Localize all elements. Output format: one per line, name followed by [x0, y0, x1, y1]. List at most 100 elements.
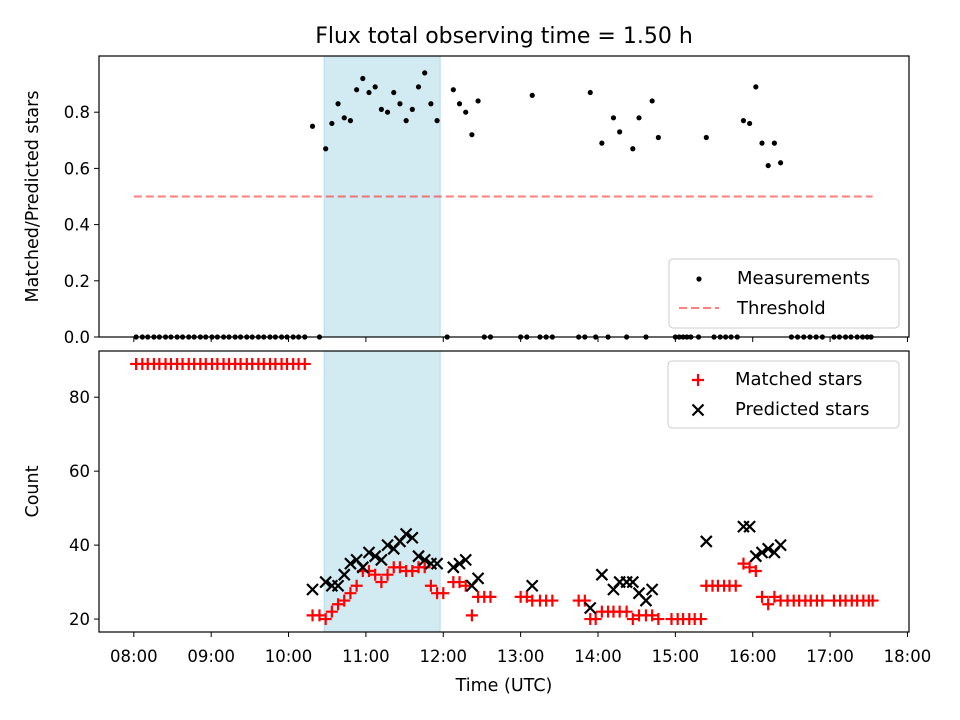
matched-star-point [459, 579, 472, 592]
predicted-stars-series [306, 520, 787, 615]
matched-star-point [652, 613, 665, 626]
count-panel: 20 40 60 80 08:00 09:00 10:00 11:00 12:00 13:00 1… [23, 350, 931, 696]
count-y-ticks: 20 40 60 80 [69, 388, 99, 629]
ratio-panel-frame [98, 55, 910, 338]
matched-star-point [589, 613, 602, 626]
matched-star-point [578, 594, 591, 607]
matched-star-point [338, 594, 351, 607]
x-axis-label: Time (UTC) [455, 676, 553, 696]
matched-star-point [453, 576, 466, 589]
measurement-point [753, 84, 759, 90]
measurement-point [434, 118, 440, 124]
x-tick-label: 16:00 [729, 647, 777, 666]
measurement-point [703, 134, 709, 141]
matched-star-point [646, 609, 659, 622]
measurement-point [475, 98, 481, 104]
predicted-star-point [368, 549, 382, 563]
chart-title: Flux total observing time = 1.50 h [315, 24, 693, 49]
x-tick-label: 11:00 [342, 647, 390, 666]
predicted-star-point [319, 575, 332, 589]
matched-star-point [866, 594, 879, 607]
matched-star-point [298, 357, 311, 370]
predicted-star-point [525, 579, 539, 593]
measurement-point [347, 118, 354, 124]
predicted-star-point [774, 538, 787, 552]
y-tick-label: 0.0 [64, 328, 90, 347]
matched-star-point [626, 613, 639, 626]
matched-star-point [465, 609, 478, 622]
matched-star-point [743, 561, 756, 574]
predicted-star-point [375, 553, 388, 567]
predicted-star-point [749, 549, 763, 563]
measurement-point [329, 120, 335, 127]
predicted-star-point [356, 561, 370, 574]
measurement-point [610, 115, 617, 121]
measurement-point [372, 84, 378, 90]
matched-star-point [319, 613, 332, 626]
legend-threshold-label: Threshold [736, 298, 826, 319]
count-x-ticks: 08:00 09:00 10:00 11:00 12:00 13:00 14:00 15:00… [110, 632, 931, 666]
ratio-x-ticks [133, 337, 908, 342]
measurement-point [384, 109, 391, 115]
measurement-point [341, 115, 347, 121]
measurement-point [409, 106, 415, 112]
matched-star-point [424, 579, 437, 592]
legend-measurements-label: Measurements [737, 268, 870, 289]
y-tick-label: 60 [69, 462, 90, 481]
predicted-star-point [344, 557, 357, 570]
count-legend: Matched stars Predicted stars [667, 360, 900, 429]
matched-star-point [332, 598, 345, 611]
measurement-point [636, 115, 642, 121]
predicted-star-point [459, 553, 472, 567]
measurement-point [587, 89, 593, 96]
x-tick-label: 09:00 [187, 647, 235, 666]
y-tick-label: 20 [69, 610, 90, 629]
measurement-point [759, 140, 765, 146]
y-tick-label: 40 [69, 536, 90, 555]
predicted-star-point [337, 568, 351, 581]
measurement-point [335, 101, 341, 107]
predicted-star-point [331, 579, 345, 593]
x-tick-label: 15:00 [652, 647, 700, 666]
legend-frame [667, 360, 900, 429]
x-tick-label: 17:00 [806, 647, 854, 666]
measurement-point [378, 106, 384, 112]
measurement-point [309, 123, 316, 129]
measurement-point [529, 92, 535, 98]
x-tick-label: 14:00 [574, 647, 622, 666]
measurement-point [617, 129, 623, 135]
predicted-star-point [700, 535, 713, 548]
y-tick-label: 80 [69, 388, 90, 407]
y-tick-label: 0.2 [64, 272, 90, 291]
ratio-y-ticks: 0.0 0.2 0.4 0.6 0.8 [64, 103, 99, 347]
predicted-star-point [583, 601, 597, 615]
measurement-point [366, 89, 372, 96]
measurement-point [391, 89, 397, 96]
matched-stars-series [130, 357, 879, 626]
x-tick-label: 10:00 [265, 647, 313, 666]
matched-star-point [369, 568, 382, 581]
measurement-point [649, 98, 655, 104]
matched-star-point [484, 590, 497, 603]
y-tick-label: 0.4 [64, 216, 90, 235]
predicted-star-point [626, 575, 640, 589]
predicted-star-point [743, 520, 756, 533]
matched-star-point [325, 605, 338, 618]
measurement-point [469, 132, 475, 138]
y-tick-label: 0.6 [64, 159, 90, 178]
matched-star-point [350, 579, 363, 592]
measurement-point [360, 75, 366, 82]
legend-predicted-label: Predicted stars [735, 399, 869, 420]
measurement-point [747, 120, 753, 127]
matched-star-point [729, 579, 742, 592]
matched-star-point [393, 561, 406, 574]
matched-star-point [749, 564, 762, 577]
predicted-star-point [645, 583, 659, 596]
predicted-star-point [471, 572, 485, 585]
measurement-point [397, 101, 403, 107]
matched-star-point [756, 590, 769, 603]
ratio-panel: 0.00.20.40.60.8 Matched/Predicted stars … [23, 55, 910, 347]
matched-star-point [344, 587, 357, 600]
matched-star-point [762, 598, 775, 611]
